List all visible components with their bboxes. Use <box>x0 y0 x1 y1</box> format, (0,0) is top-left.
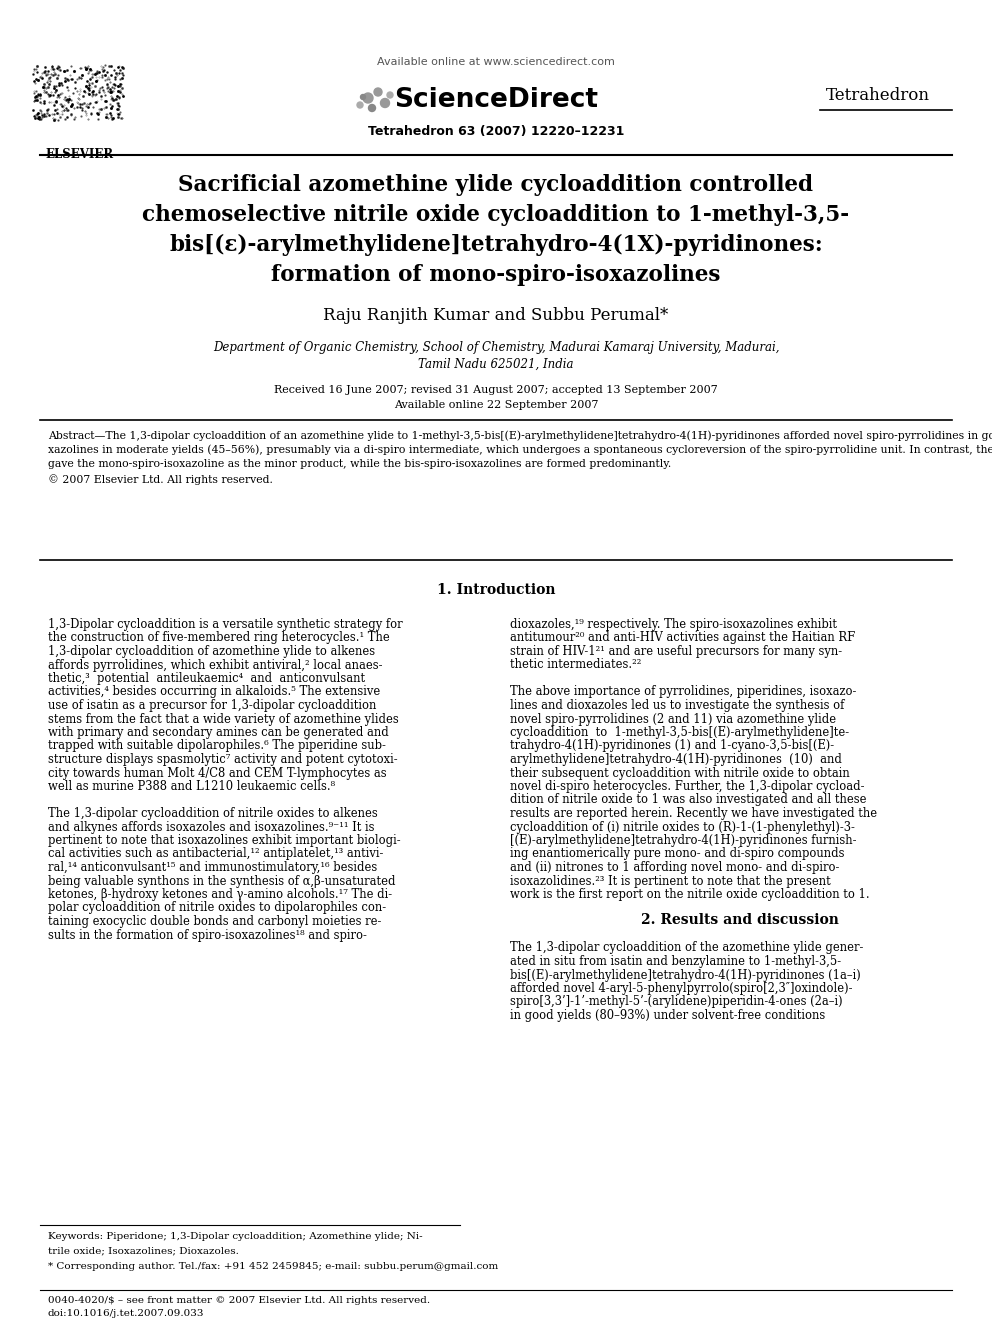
Text: [(E)-arylmethylidene]tetrahydro-4(1H)-pyridinones furnish-: [(E)-arylmethylidene]tetrahydro-4(1H)-py… <box>510 833 856 847</box>
Text: stems from the fact that a wide variety of azomethine ylides: stems from the fact that a wide variety … <box>48 713 399 725</box>
Text: taining exocyclic double bonds and carbonyl moieties re-: taining exocyclic double bonds and carbo… <box>48 916 381 927</box>
Text: spiro[3,3’]-1’-methyl-5’-(arylidene)piperidin-4-ones (2a–i): spiro[3,3’]-1’-methyl-5’-(arylidene)pipe… <box>510 995 842 1008</box>
Text: arylmethylidene]tetrahydro-4(1H)-pyridinones  (10)  and: arylmethylidene]tetrahydro-4(1H)-pyridin… <box>510 753 842 766</box>
Text: formation of mono-spiro-isoxazolines: formation of mono-spiro-isoxazolines <box>272 265 720 286</box>
Text: activities,⁴ besides occurring in alkaloids.⁵ The extensive: activities,⁴ besides occurring in alkalo… <box>48 685 380 699</box>
Circle shape <box>368 105 376 111</box>
Text: structure displays spasmolytic⁷ activity and potent cytotoxi-: structure displays spasmolytic⁷ activity… <box>48 753 398 766</box>
Text: Received 16 June 2007; revised 31 August 2007; accepted 13 September 2007: Received 16 June 2007; revised 31 August… <box>274 385 718 396</box>
Text: novel di-spiro heterocycles. Further, the 1,3-dipolar cycload-: novel di-spiro heterocycles. Further, th… <box>510 781 864 792</box>
Text: ketones, β-hydroxy ketones and γ-amino alcohols.¹⁷ The di-: ketones, β-hydroxy ketones and γ-amino a… <box>48 888 392 901</box>
Text: use of isatin as a precursor for 1,3-dipolar cycloaddition: use of isatin as a precursor for 1,3-dip… <box>48 699 376 712</box>
Text: cycloaddition of (i) nitrile oxides to (R)-1-(1-phenylethyl)-3-: cycloaddition of (i) nitrile oxides to (… <box>510 820 855 833</box>
Text: city towards human Molt 4/C8 and CEM T-lymphocytes as: city towards human Molt 4/C8 and CEM T-l… <box>48 766 387 779</box>
Text: dition of nitrile oxide to 1 was also investigated and all these: dition of nitrile oxide to 1 was also in… <box>510 794 866 807</box>
Text: bis[(E)-arylmethylidene]tetrahydro-4(1H)-pyridinones (1a–i): bis[(E)-arylmethylidene]tetrahydro-4(1H)… <box>510 968 861 982</box>
Text: well as murine P388 and L1210 leukaemic cells.⁸: well as murine P388 and L1210 leukaemic … <box>48 781 335 792</box>
Text: thetic,³  potential  antileukaemic⁴  and  anticonvulsant: thetic,³ potential antileukaemic⁴ and an… <box>48 672 365 685</box>
Text: in good yields (80–93%) under solvent-free conditions: in good yields (80–93%) under solvent-fr… <box>510 1009 825 1021</box>
Circle shape <box>360 94 365 99</box>
Text: Tamil Nadu 625021, India: Tamil Nadu 625021, India <box>419 357 573 370</box>
Text: ated in situ from isatin and benzylamine to 1-methyl-3,5-: ated in situ from isatin and benzylamine… <box>510 955 841 968</box>
Text: strain of HIV-1²¹ and are useful precursors for many syn-: strain of HIV-1²¹ and are useful precurs… <box>510 646 842 658</box>
Text: being valuable synthons in the synthesis of α,β-unsaturated: being valuable synthons in the synthesis… <box>48 875 396 888</box>
Text: * Corresponding author. Tel./fax: +91 452 2459845; e-mail: subbu.perum@gmail.com: * Corresponding author. Tel./fax: +91 45… <box>48 1262 498 1271</box>
Text: 1. Introduction: 1. Introduction <box>436 583 556 597</box>
Text: ing enantiomerically pure mono- and di-spiro compounds: ing enantiomerically pure mono- and di-s… <box>510 848 844 860</box>
Text: trapped with suitable dipolarophiles.⁶ The piperidine sub-: trapped with suitable dipolarophiles.⁶ T… <box>48 740 386 753</box>
Text: Available online at www.sciencedirect.com: Available online at www.sciencedirect.co… <box>377 57 615 67</box>
Text: 1,3-dipolar cycloaddition of azomethine ylide to alkenes: 1,3-dipolar cycloaddition of azomethine … <box>48 646 375 658</box>
Text: sults in the formation of spiro-isoxazolines¹⁸ and spiro-: sults in the formation of spiro-isoxazol… <box>48 929 367 942</box>
Text: ral,¹⁴ anticonvulsant¹⁵ and immunostimulatory,¹⁶ besides: ral,¹⁴ anticonvulsant¹⁵ and immunostimul… <box>48 861 377 875</box>
Text: afforded novel 4-aryl-5-phenylpyrrolo(spiro[2,3″]oxindole)-: afforded novel 4-aryl-5-phenylpyrrolo(sp… <box>510 982 852 995</box>
Circle shape <box>357 102 363 108</box>
Text: their subsequent cycloaddition with nitrile oxide to obtain: their subsequent cycloaddition with nitr… <box>510 766 850 779</box>
Text: trile oxide; Isoxazolines; Dioxazoles.: trile oxide; Isoxazolines; Dioxazoles. <box>48 1246 239 1256</box>
Text: novel spiro-pyrrolidines (2 and 11) via azomethine ylide: novel spiro-pyrrolidines (2 and 11) via … <box>510 713 836 725</box>
Text: antitumour²⁰ and anti-HIV activities against the Haitian RF: antitumour²⁰ and anti-HIV activities aga… <box>510 631 855 644</box>
Text: 2. Results and discussion: 2. Results and discussion <box>641 913 839 926</box>
Text: The above importance of pyrrolidines, piperidines, isoxazo-: The above importance of pyrrolidines, pi… <box>510 685 856 699</box>
Text: thetic intermediates.²²: thetic intermediates.²² <box>510 659 642 672</box>
Text: Sacrificial azomethine ylide cycloaddition controlled: Sacrificial azomethine ylide cycloadditi… <box>179 175 813 196</box>
Text: work is the first report on the nitrile oxide cycloaddition to 1.: work is the first report on the nitrile … <box>510 888 870 901</box>
Text: Tetrahedron: Tetrahedron <box>826 86 930 103</box>
Text: Available online 22 September 2007: Available online 22 September 2007 <box>394 400 598 410</box>
Circle shape <box>381 98 390 107</box>
Text: affords pyrrolidines, which exhibit antiviral,² local anaes-: affords pyrrolidines, which exhibit anti… <box>48 659 383 672</box>
Circle shape <box>374 89 382 97</box>
Text: isoxazolidines.²³ It is pertinent to note that the present: isoxazolidines.²³ It is pertinent to not… <box>510 875 830 888</box>
Text: 0040-4020/$ – see front matter © 2007 Elsevier Ltd. All rights reserved.: 0040-4020/$ – see front matter © 2007 El… <box>48 1297 431 1304</box>
Text: bis[(ε)-arylmethylidene]tetrahydro-4(1Χ)-pyridinones:: bis[(ε)-arylmethylidene]tetrahydro-4(1Χ)… <box>169 234 823 257</box>
Text: lines and dioxazoles led us to investigate the synthesis of: lines and dioxazoles led us to investiga… <box>510 699 844 712</box>
Text: The 1,3-dipolar cycloaddition of nitrile oxides to alkenes: The 1,3-dipolar cycloaddition of nitrile… <box>48 807 378 820</box>
Text: The 1,3-dipolar cycloaddition of the azomethine ylide gener-: The 1,3-dipolar cycloaddition of the azo… <box>510 942 863 954</box>
Text: and alkynes affords isoxazoles and isoxazolines.⁹⁻¹¹ It is: and alkynes affords isoxazoles and isoxa… <box>48 820 375 833</box>
Text: doi:10.1016/j.tet.2007.09.033: doi:10.1016/j.tet.2007.09.033 <box>48 1308 204 1318</box>
Text: and (ii) nitrones to 1 affording novel mono- and di-spiro-: and (ii) nitrones to 1 affording novel m… <box>510 861 839 875</box>
Text: trahydro-4(1H)-pyridinones (1) and 1-cyano-3,5-bis[(E)-: trahydro-4(1H)-pyridinones (1) and 1-cya… <box>510 740 834 753</box>
Text: cal activities such as antibacterial,¹² antiplatelet,¹³ antivi-: cal activities such as antibacterial,¹² … <box>48 848 383 860</box>
Text: Abstract—The 1,3-dipolar cycloaddition of an azomethine ylide to 1-methyl-3,5-bi: Abstract—The 1,3-dipolar cycloaddition o… <box>48 430 992 484</box>
Text: pertinent to note that isoxazolines exhibit important biologi-: pertinent to note that isoxazolines exhi… <box>48 833 401 847</box>
Text: cycloaddition  to  1-methyl-3,5-bis[(E)-arylmethylidene]te-: cycloaddition to 1-methyl-3,5-bis[(E)-ar… <box>510 726 849 740</box>
Text: the construction of five-membered ring heterocycles.¹ The: the construction of five-membered ring h… <box>48 631 390 644</box>
Text: ELSEVIER: ELSEVIER <box>46 148 114 161</box>
Text: results are reported herein. Recently we have investigated the: results are reported herein. Recently we… <box>510 807 877 820</box>
Text: 1,3-Dipolar cycloaddition is a versatile synthetic strategy for: 1,3-Dipolar cycloaddition is a versatile… <box>48 618 403 631</box>
Circle shape <box>363 93 373 103</box>
Text: ScienceDirect: ScienceDirect <box>394 87 598 112</box>
Text: Keywords: Piperidone; 1,3-Dipolar cycloaddition; Azomethine ylide; Ni-: Keywords: Piperidone; 1,3-Dipolar cycloa… <box>48 1232 423 1241</box>
Text: Department of Organic Chemistry, School of Chemistry, Madurai Kamaraj University: Department of Organic Chemistry, School … <box>212 341 780 355</box>
Text: with primary and secondary amines can be generated and: with primary and secondary amines can be… <box>48 726 389 740</box>
Text: Raju Ranjith Kumar and Subbu Perumal*: Raju Ranjith Kumar and Subbu Perumal* <box>323 307 669 324</box>
Text: Tetrahedron 63 (2007) 12220–12231: Tetrahedron 63 (2007) 12220–12231 <box>368 126 624 139</box>
Text: chemoselective nitrile oxide cycloaddition to 1-methyl-3,5-: chemoselective nitrile oxide cycloadditi… <box>143 204 849 226</box>
Text: dioxazoles,¹⁹ respectively. The spiro-isoxazolines exhibit: dioxazoles,¹⁹ respectively. The spiro-is… <box>510 618 837 631</box>
Text: polar cycloaddition of nitrile oxides to dipolarophiles con-: polar cycloaddition of nitrile oxides to… <box>48 901 386 914</box>
Circle shape <box>387 93 393 98</box>
